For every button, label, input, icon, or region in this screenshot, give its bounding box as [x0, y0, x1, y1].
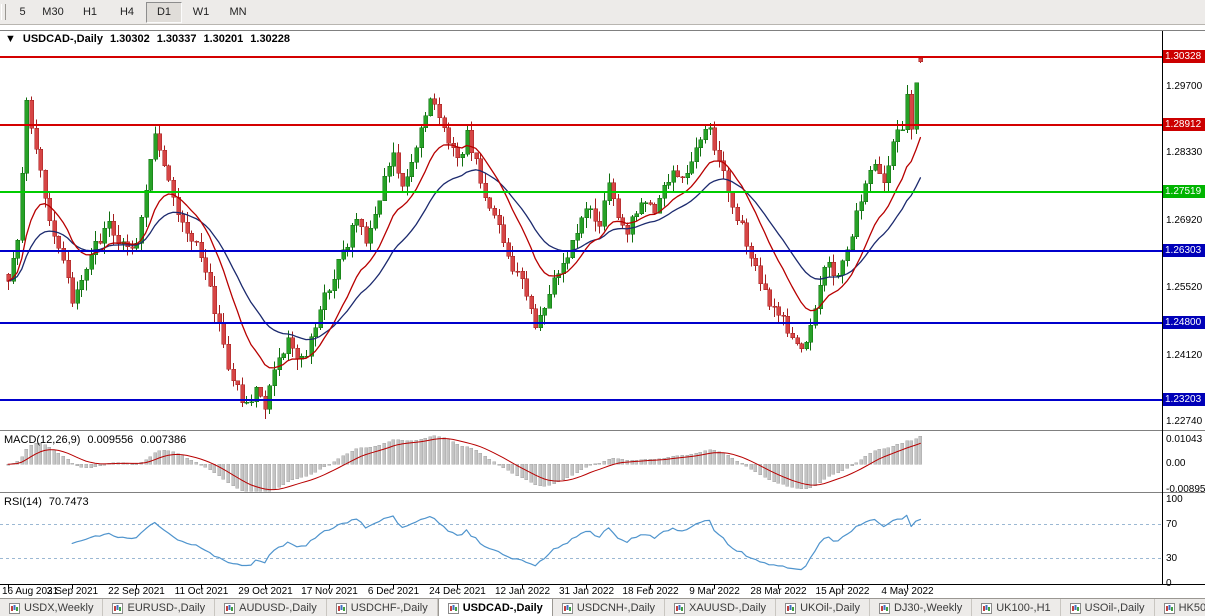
timeframe-button-h1[interactable]: H1 — [82, 6, 98, 18]
chart-symbol-label: USDCAD-,Daily — [22, 33, 103, 45]
date-label: 17 Nov 2021 — [301, 586, 358, 597]
date-label: 24 Dec 2021 — [429, 586, 486, 597]
chart-tab-bar: USDX,Weekly EURUSD-,Daily AUDUSD-,Daily USD… — [0, 598, 1205, 616]
rsi-title: RSI(14) 70.7473 — [4, 496, 89, 508]
tab-label: USDCAD-,Daily — [462, 602, 543, 614]
chart-icon — [1163, 602, 1175, 614]
tab-label: UKOil-,Daily — [800, 602, 860, 614]
price-tick-label: 1.25520 — [1166, 282, 1203, 294]
chart-icon — [674, 602, 686, 614]
tab-label: HK50- — [1178, 602, 1205, 614]
chart-tab-usoil-daily[interactable]: USOil-,Daily — [1060, 599, 1155, 616]
price-badge: 1.24800 — [1163, 316, 1205, 329]
date-label: 22 Sep 2021 — [108, 586, 165, 597]
chart-tab-ukoil-daily[interactable]: UKOil-,Daily — [776, 599, 870, 616]
timeframe-buttons: 5 M30 H1 H4 D1 W1 MN — [11, 1, 257, 23]
date-label: 15 Apr 2022 — [815, 586, 870, 597]
chart-title: ▼ USDCAD-,Daily 1.30302 1.30337 1.30201 1.302… — [5, 33, 290, 45]
chart-tab-hk50[interactable]: HK50- — [1154, 599, 1205, 616]
macd-title: MACD(12,26,9) 0.009556 0.007386 — [4, 434, 186, 446]
chart-icon — [335, 602, 347, 614]
rsi-axis-label: 100 — [1166, 494, 1183, 505]
price-tick-label: 1.28330 — [1166, 146, 1203, 158]
panel-divider[interactable] — [0, 491, 1205, 495]
ohlc-low: 1.30201 — [203, 33, 244, 45]
date-label: 9 Mar 2022 — [689, 586, 740, 597]
timeframe-button-w1[interactable]: W1 — [192, 6, 210, 18]
date-label: 6 Dec 2021 — [367, 586, 420, 597]
chart-tab-usdcnh-daily[interactable]: USDCNH-,Daily — [552, 599, 666, 616]
tab-label: EURUSD-,Daily — [127, 602, 206, 614]
toolbar-grip[interactable] — [1, 4, 6, 20]
price-tick-label: 1.22740 — [1166, 416, 1203, 427]
tab-label: AUDUSD-,Daily — [239, 602, 317, 614]
date-label: 28 Mar 2022 — [750, 586, 807, 597]
tab-label: USOil-,Daily — [1084, 602, 1145, 614]
chart-tab-uk100-h1[interactable]: UK100-,H1 — [972, 599, 1061, 616]
chart-tab-usdchf-daily[interactable]: USDCHF-,Daily — [326, 599, 438, 616]
tab-label: UK100-,H1 — [996, 602, 1051, 614]
tab-label: USDCNH-,Daily — [576, 602, 656, 614]
timeframe-button-h4[interactable]: H4 — [119, 6, 135, 18]
macd-signal-value: 0.007386 — [140, 434, 187, 446]
date-label: 12 Jan 2022 — [494, 586, 551, 597]
price-badge: 1.28912 — [1163, 118, 1205, 131]
chart-tab-eurusd-daily[interactable]: EURUSD-,Daily — [103, 599, 216, 616]
rsi-axis-label: 0 — [1166, 578, 1172, 589]
tab-label: USDCHF-,Daily — [350, 602, 428, 614]
price-badge: 1.26303 — [1163, 244, 1205, 257]
ohlc-open: 1.30302 — [109, 33, 150, 45]
chart-icon — [1069, 602, 1081, 614]
macd-axis-label: 0.01043 — [1166, 434, 1203, 445]
price-tick-label: 1.24120 — [1166, 349, 1203, 361]
date-label: 3 Sep 2021 — [46, 586, 99, 597]
rsi-axis-label: 30 — [1166, 552, 1178, 564]
date-label: 31 Jan 2022 — [558, 586, 615, 597]
ohlc-high: 1.30337 — [156, 33, 197, 45]
chart-icon — [785, 602, 797, 614]
price-badge: 1.27519 — [1163, 185, 1205, 198]
chart-icon — [112, 602, 124, 614]
macd-main-value: 0.009556 — [87, 434, 134, 446]
chart-icon — [447, 602, 459, 614]
date-label: 18 Feb 2022 — [622, 586, 679, 597]
ohlc-close: 1.30228 — [250, 33, 291, 45]
date-label: 4 May 2022 — [881, 586, 934, 597]
macd-label: MACD(12,26,9) — [4, 434, 81, 446]
chart-tab-xauusd-daily[interactable]: XAUUSD-,Daily — [665, 599, 777, 616]
tab-label: USDX,Weekly — [24, 602, 94, 614]
chart-icon — [224, 602, 236, 614]
date-label: 16 Aug 2021 — [2, 586, 59, 597]
price-badge: 1.23203 — [1163, 393, 1205, 406]
price-tick-label: 1.29700 — [1166, 81, 1203, 93]
date-label: 11 Oct 2021 — [174, 586, 229, 597]
timeframe-button-d1[interactable]: D1 — [146, 1, 182, 23]
chart-icon — [561, 602, 573, 614]
tab-label: DJ30-,Weekly — [893, 602, 963, 614]
chart-tab-usdcad-daily[interactable]: USDCAD-,Daily — [437, 599, 553, 616]
tab-label: XAUUSD-,Daily — [689, 602, 767, 614]
rsi-value: 70.7473 — [48, 496, 89, 508]
chart-tab-dj30-weekly[interactable]: DJ30-,Weekly — [869, 599, 973, 616]
timeframe-button-mn[interactable]: MN — [229, 6, 247, 18]
panel-divider[interactable] — [0, 429, 1205, 433]
chart-tab-audusd-daily[interactable]: AUDUSD-,Daily — [215, 599, 327, 616]
one-click-arrow[interactable]: ▼ — [5, 33, 16, 45]
timeframe-toolbar: 5 M30 H1 H4 D1 W1 MN — [0, 0, 1205, 25]
chart-tab-usdx-weekly[interactable]: USDX,Weekly — [0, 599, 104, 616]
chart-icon — [9, 602, 20, 614]
rsi-axis-label: 70 — [1166, 519, 1178, 531]
macd-axis-label: 0.00 — [1166, 458, 1186, 470]
macd-axis-label: -0.00895 — [1166, 484, 1205, 495]
date-label: 29 Oct 2021 — [238, 586, 293, 597]
rsi-label: RSI(14) — [4, 496, 42, 508]
price-tick-label: 1.26920 — [1166, 214, 1203, 226]
timeframe-button-5[interactable]: 5 — [19, 6, 26, 18]
chart-icon — [981, 602, 993, 614]
chart-icon — [878, 602, 890, 614]
price-badge: 1.30328 — [1163, 50, 1205, 63]
timeframe-button-m30[interactable]: M30 — [42, 6, 64, 18]
